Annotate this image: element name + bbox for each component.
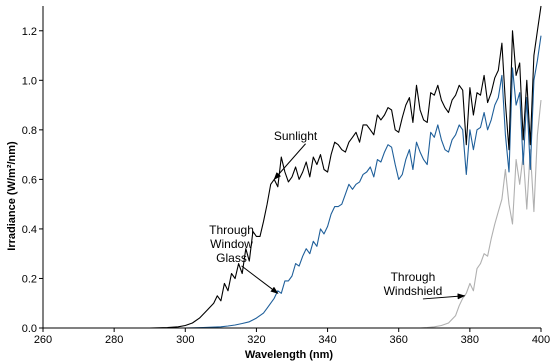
x-tick-label-3: 320: [247, 334, 265, 346]
series-line-1: [43, 35, 542, 329]
annotation-0-line-0: Sunlight: [274, 129, 318, 143]
x-tick-label-2: 300: [176, 334, 194, 346]
y-tick-label-4: 0.8: [22, 125, 37, 137]
tick-label-layer: 260 280 300 320 340 360 380 400 0.0 0.2 0.4 0.6 0.8 1…: [22, 26, 550, 346]
x-tick-label-1: 280: [105, 334, 123, 346]
y-tick-label-6: 1.2: [22, 26, 37, 38]
annotation-0: Sunlight: [274, 129, 318, 143]
annotation-1-line-2: Glass: [216, 251, 247, 265]
y-tick-label-0: 0.0: [22, 323, 37, 335]
series-layer: [43, 5, 542, 329]
annotation-2-line-0: Through: [391, 270, 436, 284]
annotation-2-line-1: Windshield: [384, 284, 443, 298]
annotation-arrow-2: [422, 293, 466, 300]
series-line-0: [43, 5, 542, 329]
y-tick-label-2: 0.4: [22, 224, 37, 236]
annotation-arrow-0: [273, 143, 306, 181]
x-axis-title: Wavelength (nm): [245, 349, 334, 361]
x-tick-label-6: 380: [461, 334, 479, 346]
annotation-1: Through Window Glass: [209, 223, 254, 265]
annotation-1-line-0: Through: [209, 223, 254, 237]
annotation-2: Through Windshield: [384, 270, 443, 298]
y-tick-label-5: 1.0: [22, 75, 37, 87]
axis-layer: [39, 6, 542, 332]
x-tick-label-7: 400: [532, 334, 550, 346]
y-tick-label-3: 0.6: [22, 174, 37, 186]
x-tick-label-4: 340: [318, 334, 336, 346]
y-tick-label-1: 0.2: [22, 273, 37, 285]
x-tick-label-5: 360: [390, 334, 408, 346]
annotation-arrow-1: [241, 265, 279, 294]
annotation-1-line-1: Window: [210, 237, 253, 251]
y-axis-title: Irradiance (W/m²/nm): [6, 141, 18, 251]
x-tick-label-0: 260: [34, 334, 52, 346]
